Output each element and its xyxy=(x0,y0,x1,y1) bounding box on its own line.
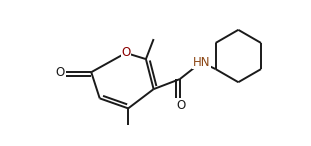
Text: O: O xyxy=(121,46,131,59)
Text: O: O xyxy=(56,66,65,79)
Text: O: O xyxy=(176,99,185,112)
Text: HN: HN xyxy=(193,56,210,69)
